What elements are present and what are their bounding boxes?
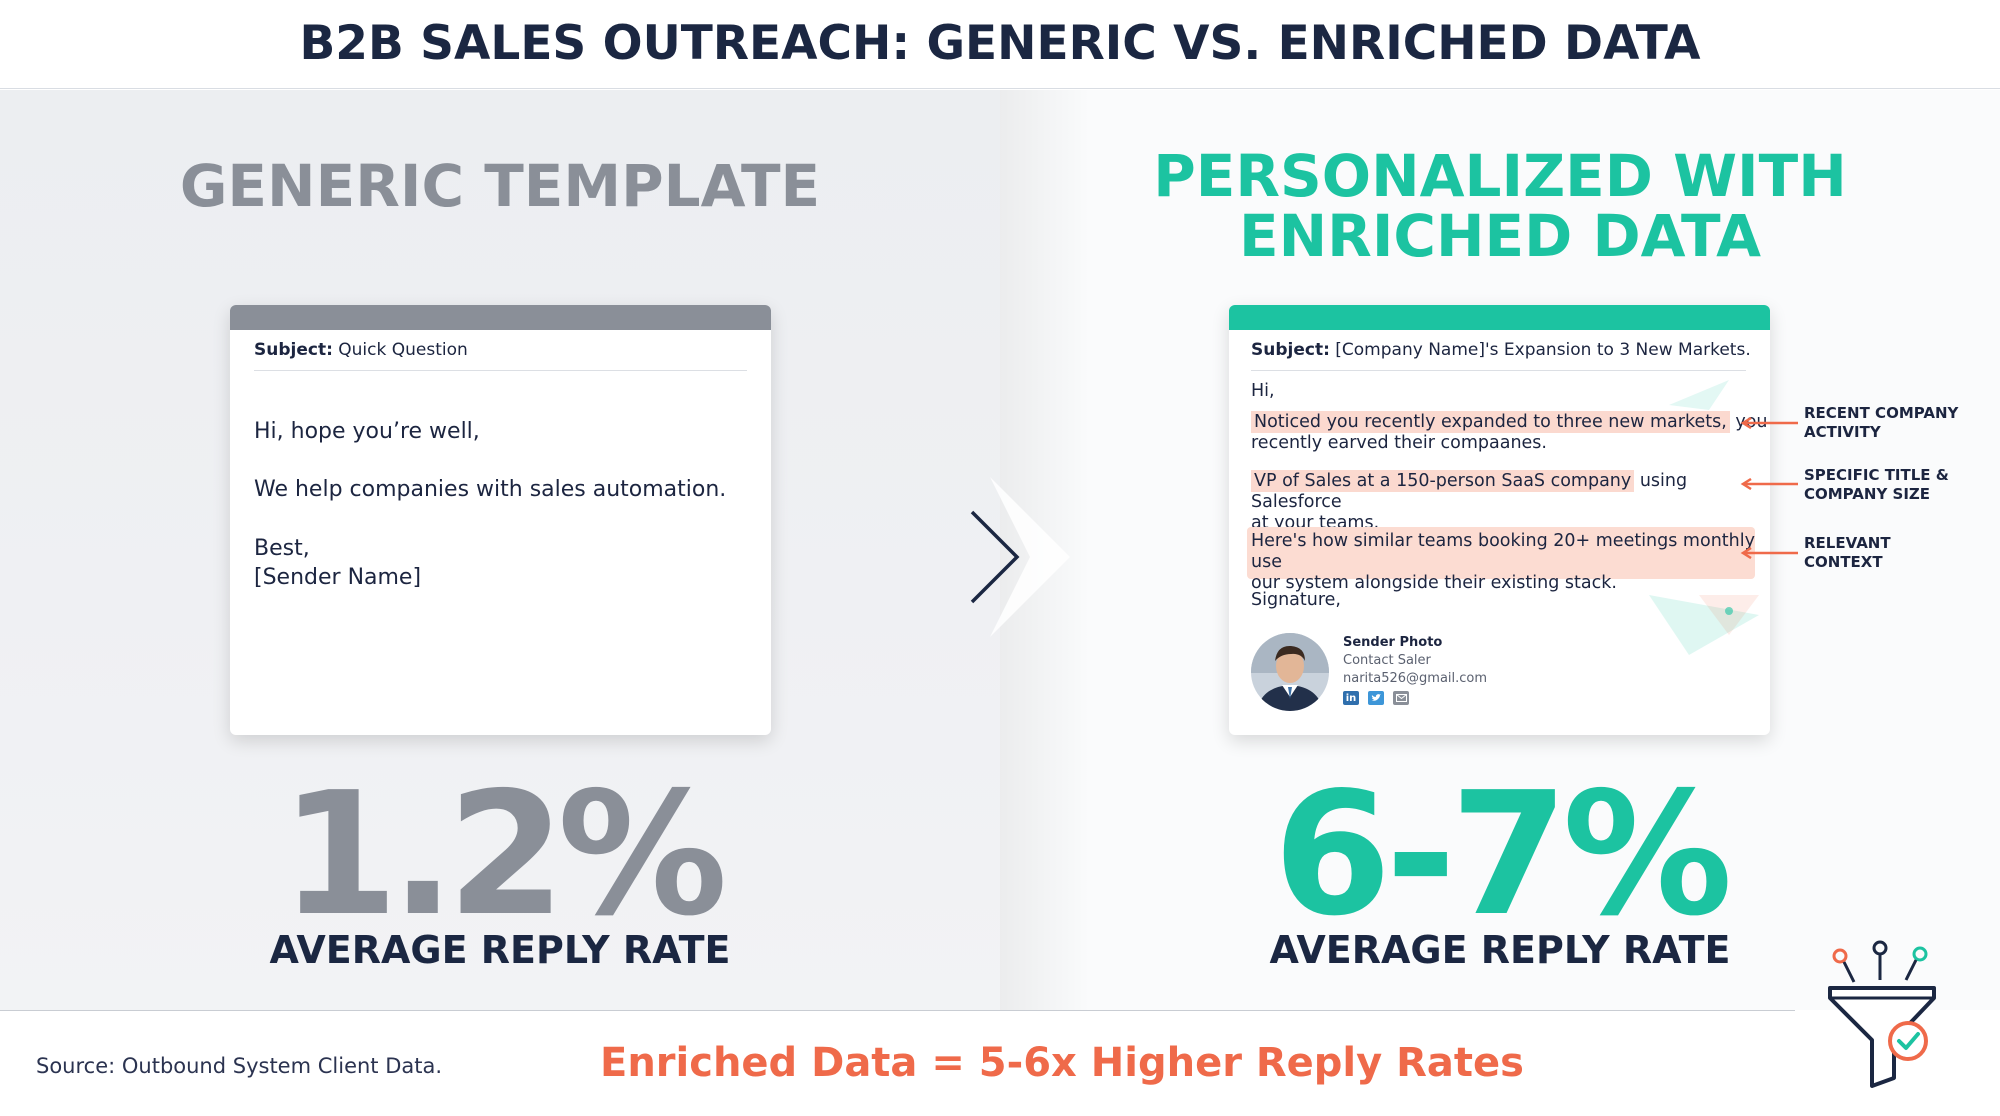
twitter-icon[interactable]: [1368, 691, 1384, 705]
email-closing: Best,: [254, 536, 310, 561]
subject-divider: [254, 370, 747, 371]
generic-reply-rate: 1.2%: [280, 756, 727, 954]
decorative-streak: [1669, 380, 1729, 410]
highlight-company-activity: Noticed you recently expanded to three n…: [1251, 411, 1730, 433]
avatar: [1251, 633, 1329, 711]
funnel-icon: [1828, 940, 1936, 1088]
decorative-shape: [1649, 595, 1759, 655]
sender-email: narita526@gmail.com: [1343, 671, 1488, 686]
footer-divider: [0, 1010, 1795, 1011]
subject-divider: [1251, 370, 1746, 371]
sender-title: Contact Saler: [1343, 653, 1431, 668]
highlight-context-block: [1247, 527, 1755, 579]
email-paragraph-context: Here's how similar teams booking 20+ mee…: [1251, 531, 1755, 593]
check-circle-icon: [1888, 1021, 1928, 1061]
annotation-title-size: SPECIFIC TITLE & COMPANY SIZE: [1804, 466, 1949, 503]
mail-icon[interactable]: [1393, 691, 1409, 705]
email-subject: Subject: [Company Name]'s Expansion to 3…: [1251, 340, 1751, 360]
email-greeting: Hi, hope you’re well,: [254, 419, 480, 444]
enriched-email-card: Subject: [Company Name]'s Expansion to 3…: [1229, 305, 1770, 735]
subject-label: Subject:: [254, 340, 333, 360]
header: B2B SALES OUTREACH: GENERIC VS. ENRICHED…: [0, 0, 2000, 89]
arrow-left-icon: [1740, 547, 1798, 559]
generic-heading: GENERIC TEMPLATE: [179, 152, 821, 220]
enriched-heading-line1: PERSONALIZED WITH: [1153, 142, 1847, 210]
generic-email-card: Subject: Quick Question Hi, hope you’re …: [230, 305, 771, 735]
arrow-left-icon: [1740, 478, 1798, 490]
linkedin-icon[interactable]: in: [1343, 691, 1359, 705]
card-header-bar: [1229, 305, 1770, 330]
email-signature-label: Signature,: [1251, 590, 1341, 610]
subject-text: [Company Name]'s Expansion to 3 New Mark…: [1335, 340, 1751, 360]
page-title: B2B SALES OUTREACH: GENERIC VS. ENRICHED…: [299, 16, 1701, 71]
generic-reply-rate-label: AVERAGE REPLY RATE: [269, 928, 731, 972]
tagline: Enriched Data = 5-6x Higher Reply Rates: [600, 1040, 1524, 1086]
arrow-left-icon: [1740, 417, 1798, 429]
email-paragraph-company-activity: Noticed you recently expanded to three n…: [1251, 411, 1768, 453]
annotation-context: RELEVANT CONTEXT: [1804, 534, 1891, 571]
enriched-reply-rate: 6-7%: [1273, 756, 1732, 954]
highlight-title-size: VP of Sales at a 150-person SaaS company: [1251, 470, 1635, 492]
enriched-reply-rate-label: AVERAGE REPLY RATE: [1269, 928, 1731, 972]
source-note: Source: Outbound System Client Data.: [36, 1054, 443, 1078]
subject-label: Subject:: [1251, 340, 1330, 360]
subject-text: Quick Question: [338, 340, 468, 360]
annotation-company-activity: RECENT COMPANY ACTIVITY: [1804, 404, 1959, 441]
email-subject: Subject: Quick Question: [254, 340, 468, 360]
email-paragraph-title-size: VP of Sales at a 150-person SaaS company…: [1251, 470, 1688, 533]
enriched-heading-line2: ENRICHED DATA: [1239, 202, 1761, 270]
card-header-bar: [230, 305, 771, 330]
email-body: We help companies with sales automation.: [254, 477, 727, 502]
chevron-right-icon: [970, 477, 1070, 637]
enriched-heading: PERSONALIZED WITH ENRICHED DATA: [1000, 146, 2000, 266]
email-sender: [Sender Name]: [254, 565, 422, 590]
email-greeting: Hi,: [1251, 381, 1275, 401]
sender-photo: [1251, 633, 1329, 711]
sender-name: Sender Photo: [1343, 635, 1443, 650]
social-icons: in: [1343, 691, 1409, 705]
